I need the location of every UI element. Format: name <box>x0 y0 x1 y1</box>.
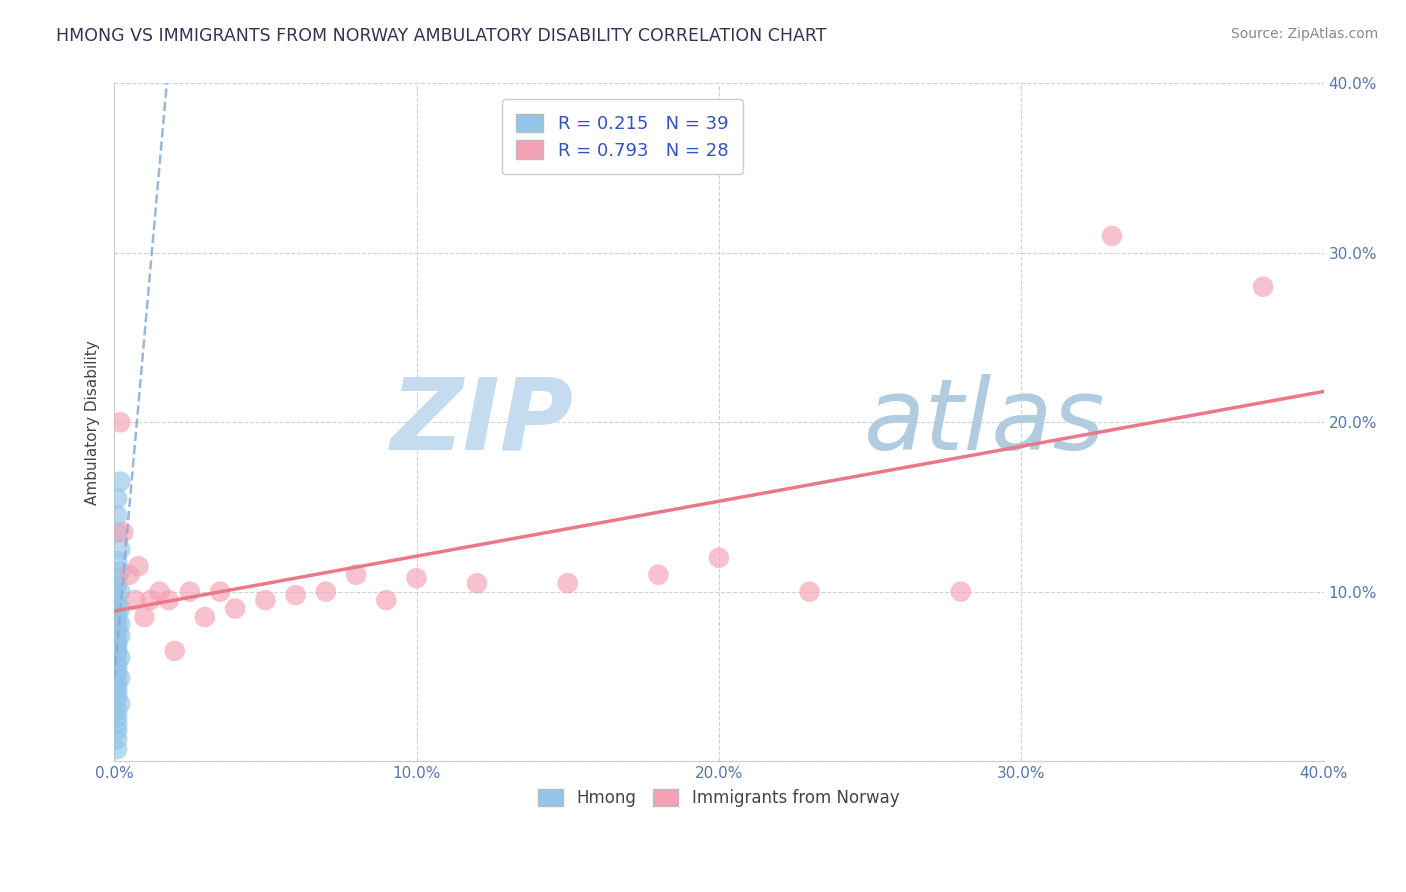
Y-axis label: Ambulatory Disability: Ambulatory Disability <box>86 340 100 505</box>
Point <box>105 637 128 651</box>
Point <box>110 601 132 615</box>
Point <box>647 567 669 582</box>
Point <box>105 620 128 634</box>
Point <box>799 584 821 599</box>
Point <box>105 625 128 640</box>
Point <box>105 723 128 738</box>
Point <box>110 415 132 429</box>
Point <box>134 610 156 624</box>
Point <box>124 593 146 607</box>
Legend: Hmong, Immigrants from Norway: Hmong, Immigrants from Norway <box>531 782 905 814</box>
Point <box>194 610 217 624</box>
Text: ZIP: ZIP <box>391 374 574 471</box>
Text: Source: ZipAtlas.com: Source: ZipAtlas.com <box>1230 27 1378 41</box>
Point <box>105 716 128 731</box>
Text: HMONG VS IMMIGRANTS FROM NORWAY AMBULATORY DISABILITY CORRELATION CHART: HMONG VS IMMIGRANTS FROM NORWAY AMBULATO… <box>56 27 827 45</box>
Point <box>105 661 128 675</box>
Point <box>405 571 427 585</box>
Point <box>110 671 132 685</box>
Point <box>105 607 128 621</box>
Point <box>110 697 132 711</box>
Point <box>157 593 180 607</box>
Point <box>139 593 162 607</box>
Point <box>105 646 128 660</box>
Point <box>105 656 128 670</box>
Point <box>105 742 128 756</box>
Point <box>105 491 128 506</box>
Point <box>110 650 132 665</box>
Point <box>110 584 132 599</box>
Point <box>105 633 128 648</box>
Text: atlas: atlas <box>865 374 1105 471</box>
Point <box>105 642 128 657</box>
Point <box>557 576 579 591</box>
Point <box>105 590 128 604</box>
Point <box>127 559 149 574</box>
Point <box>375 593 398 607</box>
Point <box>208 584 231 599</box>
Point <box>105 665 128 680</box>
Point <box>1251 279 1274 293</box>
Point <box>105 703 128 717</box>
Point <box>105 571 128 585</box>
Point <box>148 584 170 599</box>
Point <box>344 567 367 582</box>
Point <box>949 584 972 599</box>
Point <box>163 644 186 658</box>
Point <box>315 584 337 599</box>
Point <box>105 578 128 592</box>
Point <box>465 576 488 591</box>
Point <box>105 732 128 747</box>
Point <box>105 612 128 626</box>
Point <box>118 567 141 582</box>
Point <box>179 584 201 599</box>
Point <box>105 554 128 568</box>
Point <box>105 681 128 696</box>
Point <box>105 691 128 706</box>
Point <box>110 629 132 643</box>
Point <box>224 601 246 615</box>
Point <box>110 475 132 489</box>
Point <box>1101 228 1123 243</box>
Point <box>707 550 730 565</box>
Point <box>105 676 128 690</box>
Point <box>112 525 135 540</box>
Point <box>254 593 277 607</box>
Point <box>110 616 132 631</box>
Point <box>105 686 128 700</box>
Point <box>284 588 307 602</box>
Point <box>105 710 128 724</box>
Point <box>105 525 128 540</box>
Point <box>110 542 132 557</box>
Point <box>105 508 128 523</box>
Point <box>105 597 128 611</box>
Point <box>110 565 132 579</box>
